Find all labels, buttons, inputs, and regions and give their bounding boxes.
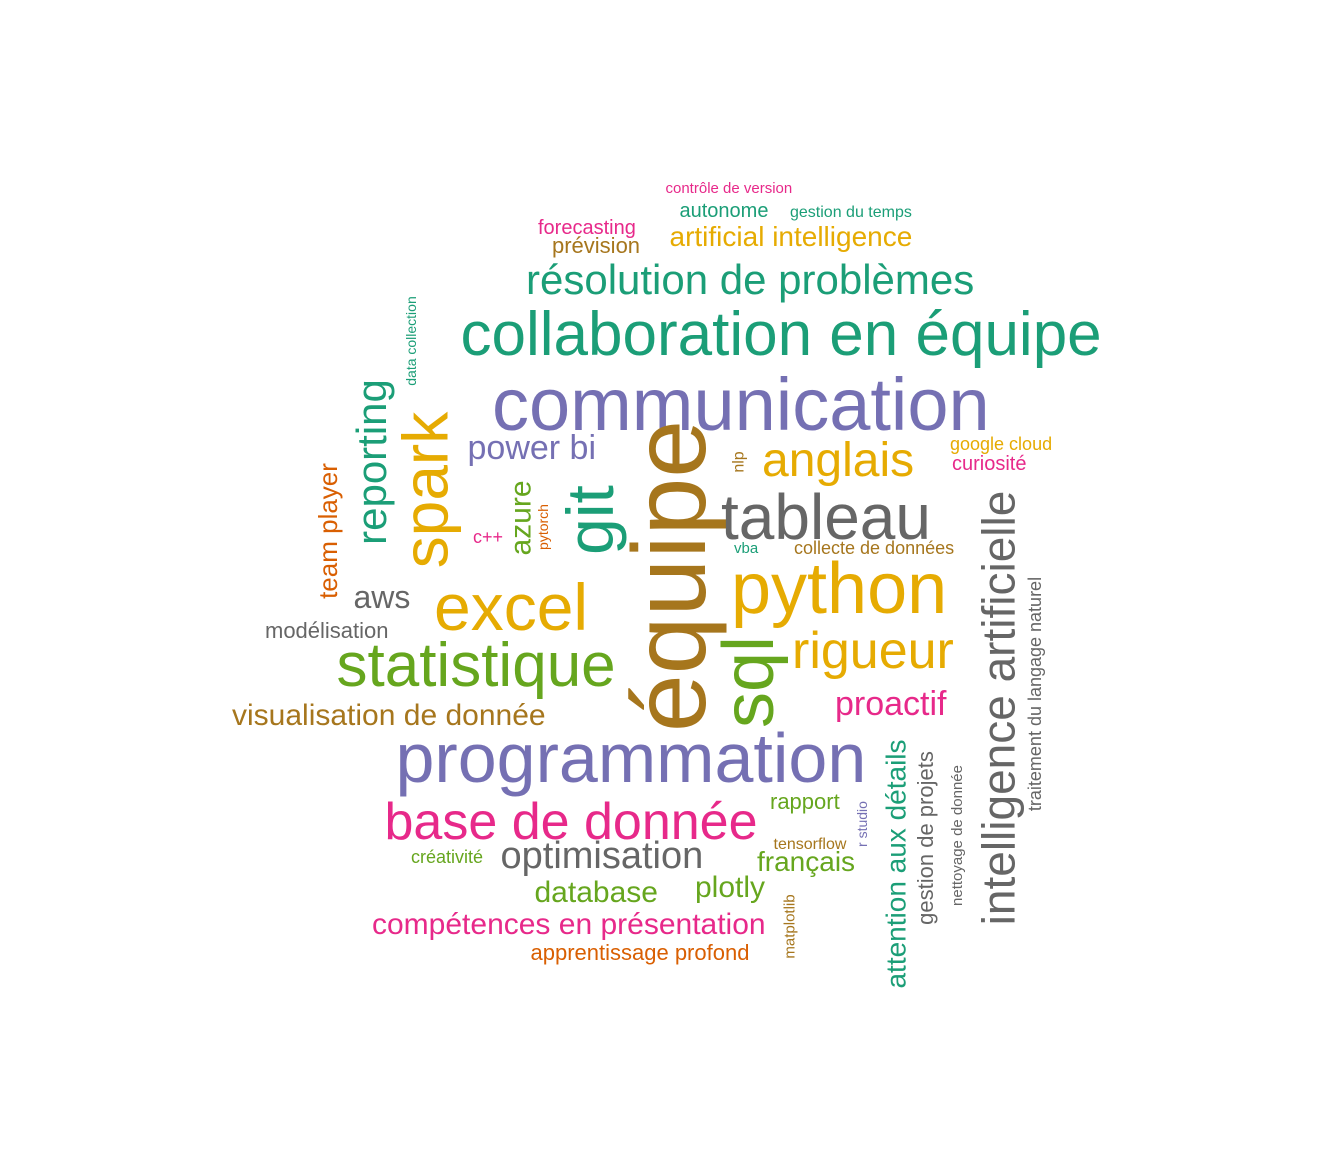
word-azure: azure: [504, 480, 538, 556]
word-collaboration-en-equipe: collaboration en équipe: [460, 300, 1102, 369]
word-programmation: programmation: [395, 719, 867, 797]
word-creativite: créativité: [411, 847, 484, 867]
word-power-bi: power bi: [467, 429, 597, 467]
word-sql: sql: [709, 635, 790, 729]
word-r-studio: r studio: [853, 801, 870, 847]
word-tableau: tableau: [721, 481, 931, 553]
word-team-player: team player: [312, 463, 343, 599]
word-equipe: équipe: [612, 419, 729, 733]
word-competences-en-presentation: compétences en présentation: [372, 908, 766, 941]
word-vba: vba: [734, 539, 759, 557]
word-gestion-de-projets: gestion de projets: [912, 751, 938, 925]
word-forecasting: forecasting: [538, 217, 636, 239]
word-tensorflow: tensorflow: [773, 836, 847, 853]
word-database: database: [534, 876, 658, 909]
word-gestion-du-temps: gestion du temps: [790, 204, 912, 221]
word-rigueur: rigueur: [792, 622, 954, 680]
word-attention-aux-details: attention aux détails: [880, 739, 912, 989]
word-plotly: plotly: [695, 871, 766, 904]
word-visualisation-de-donnee: visualisation de donnée: [232, 699, 546, 732]
word-excel: excel: [434, 570, 589, 644]
word-autonome: autonome: [679, 200, 769, 222]
word-cplusplus: c++: [473, 527, 504, 547]
word-collecte-de-donnees: collecte de données: [794, 538, 955, 558]
word-anglais: anglais: [762, 434, 915, 487]
word-controle-de-version: contrôle de version: [665, 179, 793, 197]
word-spark: spark: [388, 411, 461, 569]
word-python: python: [731, 549, 948, 629]
word-artificial-intelligence: artificial intelligence: [669, 221, 913, 252]
word-resolution-de-problemes: résolution de problèmes: [526, 256, 975, 303]
word-curiosite: curiosité: [952, 453, 1027, 475]
word-intelligence-artificielle: intelligence artificielle: [971, 490, 1024, 926]
word-nettoyage-de-donnee: nettoyage de donnée: [948, 764, 966, 906]
word-traitement-du-langage-naturel: traitement du langage naturel: [1025, 576, 1046, 812]
word-francais: français: [757, 846, 856, 877]
word-statistique: statistique: [336, 631, 616, 700]
word-aws: aws: [353, 579, 411, 615]
word-rapport: rapport: [770, 789, 840, 814]
word-matplotlib: matplotlib: [781, 893, 799, 959]
word-pytorch: pytorch: [534, 504, 551, 550]
word-apprentissage-profond: apprentissage profond: [530, 940, 750, 965]
word-optimisation: optimisation: [500, 835, 704, 877]
word-proactif: proactif: [835, 685, 947, 723]
word-nlp: nlp: [730, 451, 748, 473]
word-google-cloud: google cloud: [950, 434, 1053, 454]
word-communication: communication: [492, 363, 990, 446]
word-base-de-donnee: base de donnée: [384, 793, 758, 851]
word-reporting: reporting: [347, 379, 395, 545]
word-modelisation: modélisation: [265, 618, 389, 643]
word-prevision: prévision: [552, 233, 641, 258]
word-data-collection: data collection: [402, 296, 419, 386]
